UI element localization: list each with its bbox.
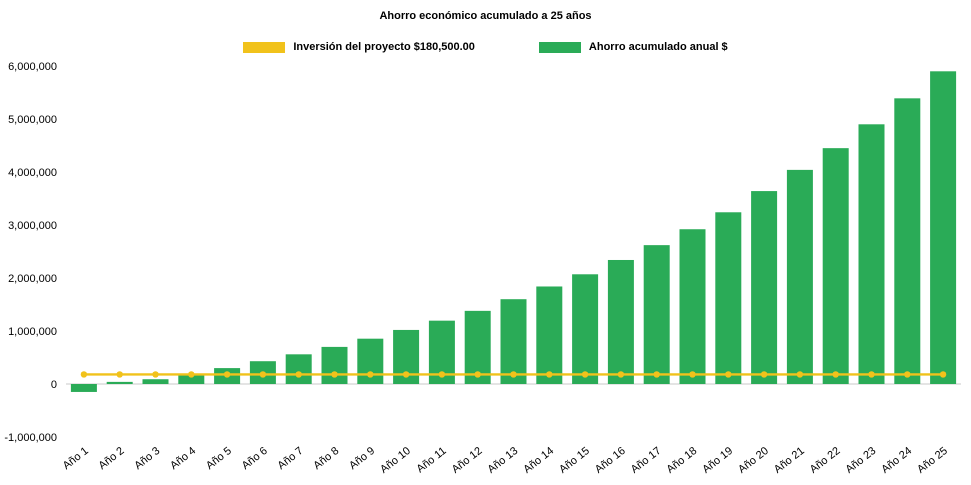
investment-marker-9 [367, 371, 374, 378]
x-axis-label-year-10: Año 10 [378, 445, 413, 476]
legend-label-savings: Ahorro acumulado anual $ [588, 41, 728, 53]
x-axis-label-year-24: Año 24 [879, 445, 914, 476]
bar-year-18 [679, 229, 706, 384]
x-axis-label-year-11: Año 11 [415, 445, 449, 475]
investment-marker-14 [546, 371, 553, 378]
legend-swatch-investment [243, 41, 286, 53]
investment-marker-16 [617, 371, 625, 378]
chart-legend: Inversión del proyecto $180,500.00 Ahorr… [0, 41, 971, 53]
bar-year-20 [751, 191, 778, 384]
x-axis-label-year-16: Año 16 [593, 445, 628, 476]
y-axis-tick-label: 0 [51, 379, 57, 391]
x-axis-label-year-3: Año 3 [132, 445, 162, 472]
x-axis-label-year-25: Año 25 [915, 445, 950, 476]
legend-swatch-savings [538, 41, 581, 53]
bar-year-7 [285, 354, 312, 384]
legend-item-investment: Inversión del proyecto $180,500.00 [243, 41, 475, 53]
y-axis-tick-label: 1,000,000 [8, 326, 57, 338]
y-axis-tick-label: 4,000,000 [8, 167, 57, 179]
legend-label-investment: Inversión del proyecto $180,500.00 [293, 41, 475, 53]
y-axis-tick-label: 2,000,000 [8, 273, 57, 285]
x-axis-label-year-4: Año 4 [168, 445, 198, 472]
x-axis-label-year-7: Año 7 [276, 445, 306, 472]
legend-item-savings: Ahorro acumulado anual $ [538, 41, 728, 53]
investment-marker-25 [939, 371, 947, 378]
investment-marker-10 [402, 371, 410, 378]
investment-marker-5 [223, 371, 231, 378]
bar-year-14 [536, 286, 563, 384]
investment-marker-17 [653, 371, 660, 378]
bar-year-17 [643, 245, 670, 384]
investment-marker-2 [116, 371, 123, 378]
investment-marker-1 [80, 371, 88, 378]
investment-marker-8 [331, 371, 338, 378]
x-axis-label-year-21: Año 21 [772, 445, 807, 476]
y-axis-tick-label: 6,000,000 [8, 61, 57, 73]
x-axis-label-year-20: Año 20 [736, 445, 771, 476]
investment-marker-7 [295, 371, 302, 378]
investment-marker-21 [796, 371, 804, 378]
investment-marker-12 [474, 371, 481, 378]
y-axis-tick-label: 5,000,000 [8, 114, 57, 126]
bar-year-15 [572, 274, 599, 384]
bar-year-2 [106, 381, 133, 384]
x-axis-label-year-22: Año 22 [808, 445, 843, 476]
x-axis-label-year-9: Año 9 [347, 445, 377, 472]
x-axis-label-year-6: Año 6 [240, 445, 270, 472]
investment-marker-22 [832, 371, 839, 378]
x-axis-label-year-1: Año 1 [61, 445, 91, 472]
investment-marker-6 [259, 371, 267, 378]
y-axis-tick-label: -1,000,000 [4, 432, 57, 444]
bar-year-13 [500, 299, 527, 384]
bar-year-23 [858, 124, 885, 385]
bar-year-19 [715, 212, 742, 384]
x-axis-label-year-8: Año 8 [311, 445, 341, 472]
investment-marker-18 [689, 371, 696, 378]
bar-year-3 [142, 379, 169, 384]
x-axis-label-year-15: Año 15 [557, 445, 592, 476]
bar-year-1 [70, 384, 97, 392]
bar-year-21 [786, 169, 813, 384]
x-axis-label-year-18: Año 18 [664, 445, 699, 476]
x-axis-label-year-17: Año 17 [629, 445, 664, 476]
investment-marker-23 [868, 371, 875, 378]
x-axis-label-year-2: Año 2 [97, 445, 127, 472]
x-axis-label-year-12: Año 12 [450, 445, 485, 476]
investment-marker-13 [510, 371, 517, 378]
investment-marker-24 [904, 371, 911, 378]
chart-title: Ahorro económico acumulado a 25 años [379, 10, 592, 22]
investment-marker-19 [725, 371, 732, 378]
investment-marker-15 [581, 371, 589, 378]
x-axis-label-year-19: Año 19 [700, 445, 735, 476]
bar-year-4 [178, 373, 205, 384]
x-axis-label-year-13: Año 13 [485, 445, 520, 476]
bar-year-25 [930, 71, 957, 385]
investment-marker-4 [188, 371, 195, 378]
x-axis-label-year-23: Año 23 [843, 445, 878, 476]
bar-year-16 [607, 259, 634, 384]
investment-marker-20 [760, 371, 768, 378]
x-axis-label-year-5: Año 5 [204, 445, 234, 472]
bar-year-8 [321, 346, 348, 384]
bar-year-24 [894, 98, 921, 384]
investment-marker-3 [152, 371, 159, 378]
x-axis-label-year-14: Año 14 [521, 445, 556, 476]
y-axis-tick-label: 3,000,000 [8, 220, 57, 232]
bar-year-22 [822, 148, 849, 384]
investment-marker-11 [438, 371, 446, 378]
